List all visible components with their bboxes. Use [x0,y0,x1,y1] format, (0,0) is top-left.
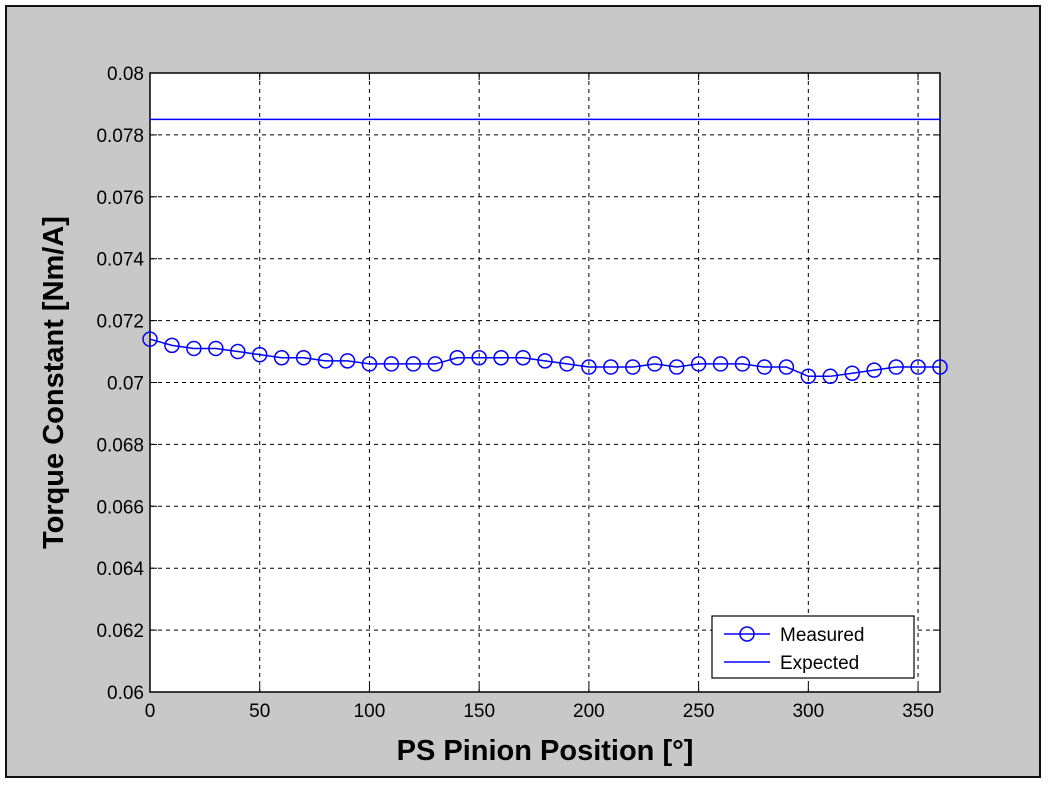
legend-marker-measured [739,626,755,642]
legend-box [711,615,915,679]
data-point-measured [471,349,487,366]
data-point-measured [690,356,707,372]
y-tick-label: 0.072 [96,312,144,333]
x-tick-label: 300 [792,701,824,722]
data-point-measured [295,349,312,366]
x-tick-label: 350 [902,701,934,722]
data-point-measured [230,343,246,360]
data-point-measured [581,359,597,375]
data-point-measured [625,359,641,375]
data-point-measured [603,359,619,375]
data-point-measured [383,356,400,372]
data-point-measured [888,359,904,375]
y-tick-label: 0.078 [96,126,144,147]
y-tick-label: 0.08 [107,64,144,85]
y-tick-label: 0.066 [96,497,144,518]
x-tick-label: 150 [463,701,495,722]
y-tick-label: 0.07 [107,374,144,395]
x-tick-label: 250 [683,701,715,722]
data-point-measured [164,337,180,354]
y-tick-label: 0.06 [107,683,144,704]
data-point-measured [427,356,444,372]
data-point-measured [515,349,531,366]
x-tick-label: 200 [573,701,605,722]
data-point-measured [800,368,817,385]
x-axis-label: PS Pinion Position [°] [397,735,694,767]
series-line-measured [149,338,940,378]
data-point-measured [734,356,751,372]
y-tick-label: 0.064 [96,559,144,580]
data-point-measured [844,365,860,381]
data-point-measured [251,346,268,363]
x-tick-label: 0 [145,701,156,722]
legend-label-expected: Expected [780,653,859,674]
y-tick-label: 0.076 [96,188,144,209]
legend-label-measured: Measured [780,625,865,646]
data-point-measured [559,356,575,372]
data-point-measured [186,340,202,357]
data-point-measured [932,359,948,375]
data-point-measured [142,331,158,347]
data-point-measured [756,359,773,375]
y-tick-label: 0.068 [96,435,144,456]
y-tick-label: 0.074 [96,250,144,271]
data-point-measured [712,356,729,372]
data-point-measured [822,368,839,385]
x-tick-label: 100 [354,701,386,722]
x-tick-label: 50 [249,701,270,722]
data-point-measured [339,353,356,369]
data-point-measured [208,340,224,357]
data-point-measured [493,349,509,366]
data-point-measured [778,359,795,375]
data-point-measured [668,359,685,375]
data-point-measured [866,362,882,378]
y-tick-label: 0.062 [96,621,144,642]
data-point-measured [910,359,926,375]
data-point-measured [646,356,663,372]
data-point-measured [405,356,422,372]
data-point-measured [537,353,553,369]
data-point-measured [361,356,378,372]
data-point-measured [449,349,465,366]
y-axis-label: Torque Constant [Nm/A] [38,216,70,549]
data-point-measured [317,353,334,369]
data-point-measured [273,349,290,366]
